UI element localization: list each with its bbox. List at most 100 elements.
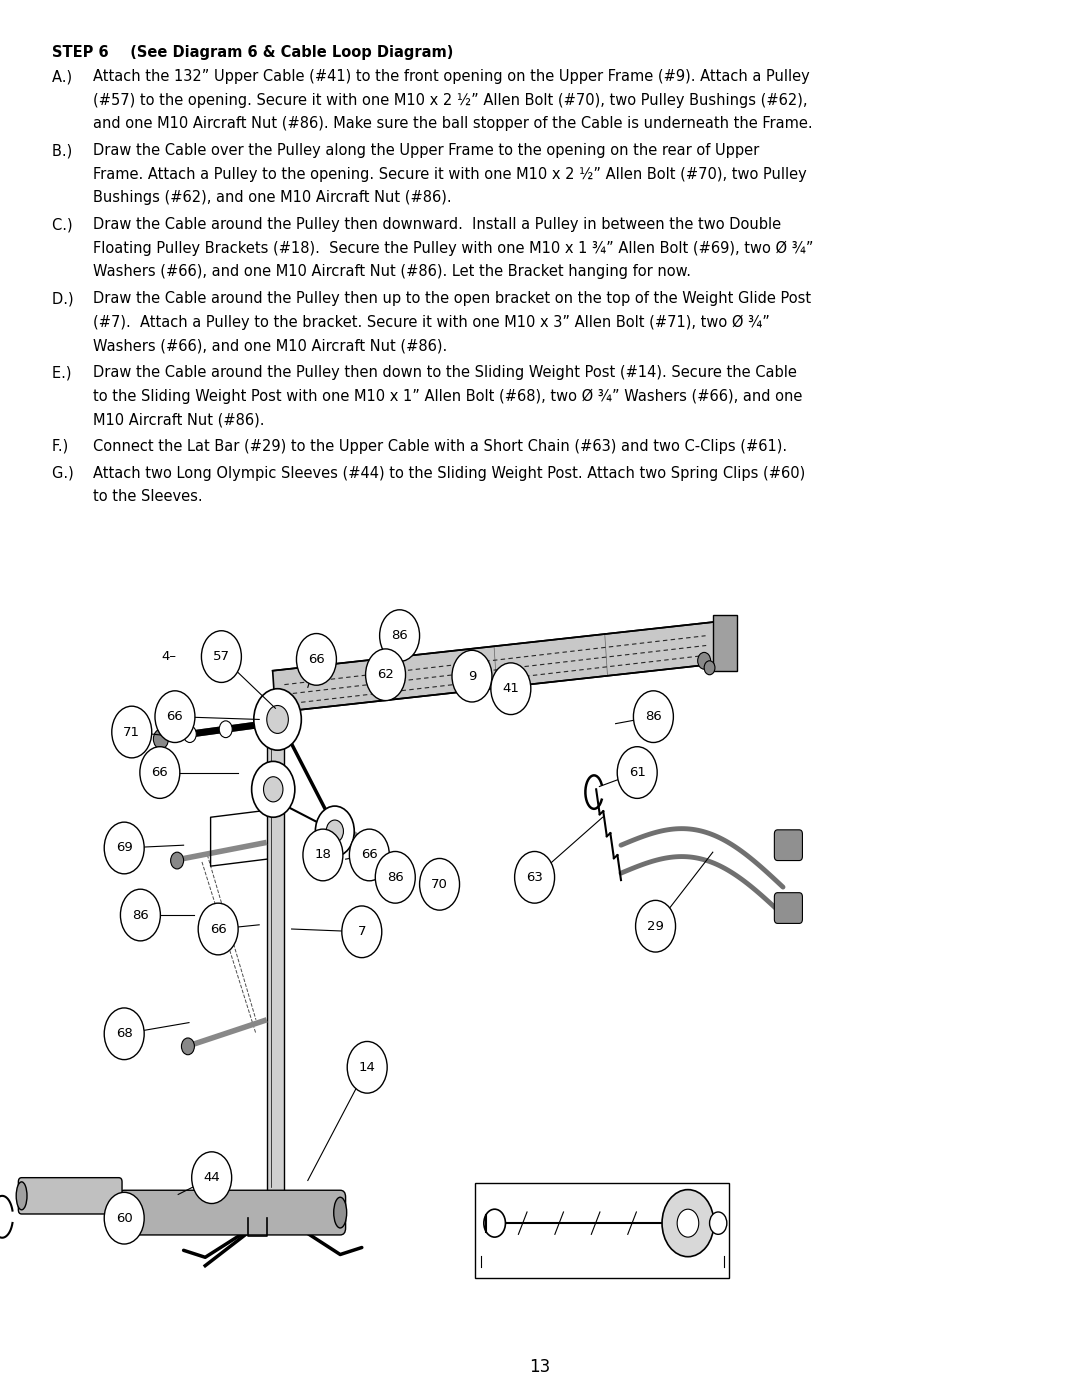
Circle shape xyxy=(140,746,179,799)
Text: Draw the Cable around the Pulley then down to the Sliding Weight Post (#14). Sec: Draw the Cable around the Pulley then do… xyxy=(93,365,797,380)
Text: 41: 41 xyxy=(502,682,519,696)
Circle shape xyxy=(192,1151,231,1204)
Circle shape xyxy=(121,890,160,942)
Text: to the Sleeves.: to the Sleeves. xyxy=(93,489,203,504)
Circle shape xyxy=(376,851,415,904)
Text: Attach the 132” Upper Cable (#41) to the front opening on the Upper Frame (#9). : Attach the 132” Upper Cable (#41) to the… xyxy=(93,70,810,84)
Circle shape xyxy=(267,705,288,733)
Circle shape xyxy=(153,729,168,749)
Text: 86: 86 xyxy=(645,710,662,724)
Circle shape xyxy=(201,630,241,683)
Circle shape xyxy=(677,1210,699,1238)
Circle shape xyxy=(104,1009,145,1059)
Circle shape xyxy=(252,761,295,817)
Ellipse shape xyxy=(118,1197,131,1228)
Text: 70: 70 xyxy=(431,877,448,891)
Text: Floating Pulley Brackets (#18).  Secure the Pulley with one M10 x 1 ¾” Allen Bol: Floating Pulley Brackets (#18). Secure t… xyxy=(93,240,813,256)
Circle shape xyxy=(710,1213,727,1235)
Text: Washers (#66), and one M10 Aircraft Nut (#86).: Washers (#66), and one M10 Aircraft Nut … xyxy=(93,338,447,353)
Text: G.): G.) xyxy=(52,467,78,481)
Circle shape xyxy=(104,1193,145,1245)
Text: 66: 66 xyxy=(151,766,168,780)
Text: 9: 9 xyxy=(468,669,476,683)
Ellipse shape xyxy=(16,1182,27,1210)
Circle shape xyxy=(171,852,184,869)
Text: M10 Aircraft Nut (#86).: M10 Aircraft Nut (#86). xyxy=(93,412,265,427)
FancyBboxPatch shape xyxy=(774,893,802,923)
Text: 132": 132" xyxy=(589,1268,616,1281)
FancyBboxPatch shape xyxy=(774,830,802,861)
Text: 66: 66 xyxy=(361,848,378,862)
Text: Draw the Cable around the Pulley then up to the open bracket on the top of the W: Draw the Cable around the Pulley then up… xyxy=(93,291,811,306)
Circle shape xyxy=(302,828,343,882)
Text: Washers (#66), and one M10 Aircraft Nut (#86). Let the Bracket hanging for now.: Washers (#66), and one M10 Aircraft Nut … xyxy=(93,264,691,279)
Circle shape xyxy=(348,1042,388,1092)
Text: 69: 69 xyxy=(116,841,133,855)
Circle shape xyxy=(104,821,145,875)
Text: Bushings (#62), and one M10 Aircraft Nut (#86).: Bushings (#62), and one M10 Aircraft Nut… xyxy=(93,190,451,205)
Circle shape xyxy=(341,907,382,958)
Text: 14: 14 xyxy=(359,1060,376,1074)
Bar xyxy=(713,615,737,671)
Circle shape xyxy=(156,692,194,743)
Bar xyxy=(245,1199,306,1218)
Text: 66: 66 xyxy=(166,710,184,724)
Text: 4–: 4– xyxy=(161,650,176,664)
Circle shape xyxy=(326,820,343,842)
Circle shape xyxy=(635,901,676,953)
Text: 62: 62 xyxy=(377,668,394,682)
Circle shape xyxy=(315,806,354,856)
Circle shape xyxy=(254,689,301,750)
Text: 86: 86 xyxy=(132,908,149,922)
Text: and one M10 Aircraft Nut (#86). Make sure the ball stopper of the Cable is under: and one M10 Aircraft Nut (#86). Make sur… xyxy=(93,116,812,131)
Text: 86: 86 xyxy=(391,629,408,643)
FancyBboxPatch shape xyxy=(119,1190,346,1235)
Text: 68: 68 xyxy=(116,1027,133,1041)
Circle shape xyxy=(662,1190,714,1257)
Circle shape xyxy=(484,1210,505,1238)
Circle shape xyxy=(633,692,674,743)
Text: (#7).  Attach a Pulley to the bracket. Secure it with one M10 x 3” Allen Bolt (#: (#7). Attach a Pulley to the bracket. Se… xyxy=(93,314,770,330)
Text: 71: 71 xyxy=(123,725,140,739)
Circle shape xyxy=(419,858,460,911)
Circle shape xyxy=(515,851,555,904)
Circle shape xyxy=(112,707,151,757)
Circle shape xyxy=(181,1038,194,1055)
Text: 86: 86 xyxy=(387,870,404,884)
Text: Draw the Cable around the Pulley then downward.  Install a Pulley in between the: Draw the Cable around the Pulley then do… xyxy=(93,217,781,232)
Text: 7: 7 xyxy=(357,925,366,939)
Text: 13: 13 xyxy=(529,1358,551,1376)
Text: 61: 61 xyxy=(629,766,646,780)
Text: Frame. Attach a Pulley to the opening. Secure it with one M10 x 2 ½” Allen Bolt : Frame. Attach a Pulley to the opening. S… xyxy=(93,166,807,182)
Text: 66: 66 xyxy=(210,922,227,936)
Text: B.): B.) xyxy=(52,144,77,158)
Text: E.): E.) xyxy=(52,365,76,380)
Bar xyxy=(267,712,284,1201)
Ellipse shape xyxy=(334,1197,347,1228)
Text: Draw the Cable over the Pulley along the Upper Frame to the opening on the rear : Draw the Cable over the Pulley along the… xyxy=(93,144,759,158)
Text: 29: 29 xyxy=(647,919,664,933)
Text: 60: 60 xyxy=(116,1211,133,1225)
Text: (See Diagram 6 & Cable Loop Diagram): (See Diagram 6 & Cable Loop Diagram) xyxy=(120,45,454,60)
Text: C.): C.) xyxy=(52,217,77,232)
Text: 63: 63 xyxy=(526,870,543,884)
Circle shape xyxy=(380,609,420,662)
Text: D.): D.) xyxy=(52,291,78,306)
Polygon shape xyxy=(272,622,718,712)
Bar xyxy=(475,1183,729,1278)
Circle shape xyxy=(392,855,403,869)
Text: 66: 66 xyxy=(308,652,325,666)
Circle shape xyxy=(296,634,337,686)
Text: 44: 44 xyxy=(203,1171,220,1185)
Circle shape xyxy=(698,652,711,669)
Circle shape xyxy=(199,902,239,956)
Circle shape xyxy=(365,648,406,701)
Text: 57: 57 xyxy=(213,650,230,664)
Circle shape xyxy=(490,664,530,715)
Circle shape xyxy=(264,777,283,802)
Text: Connect the Lat Bar (#29) to the Upper Cable with a Short Chain (#63) and two C-: Connect the Lat Bar (#29) to the Upper C… xyxy=(93,439,787,454)
Text: F.): F.) xyxy=(52,439,72,454)
Circle shape xyxy=(704,661,715,675)
Circle shape xyxy=(350,828,390,882)
Text: (#57) to the opening. Secure it with one M10 x 2 ½” Allen Bolt (#70), two Pulley: (#57) to the opening. Secure it with one… xyxy=(93,92,808,108)
